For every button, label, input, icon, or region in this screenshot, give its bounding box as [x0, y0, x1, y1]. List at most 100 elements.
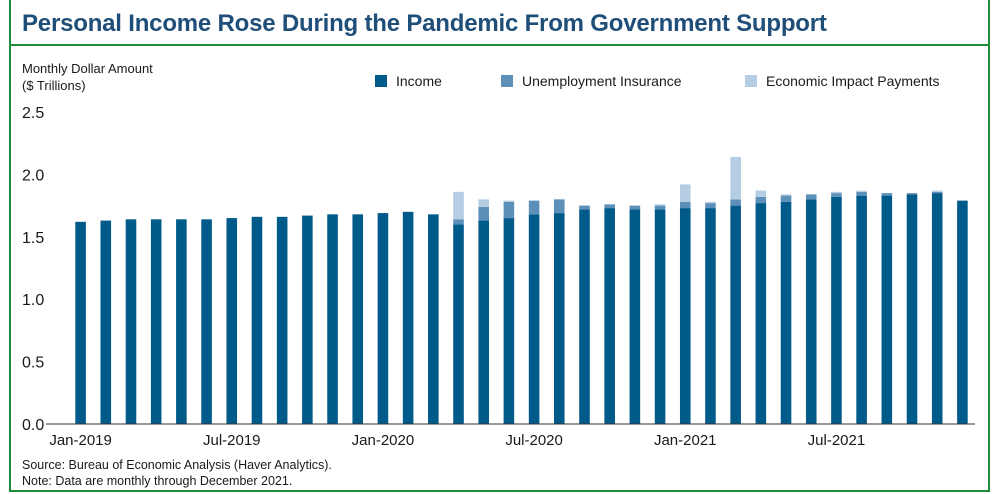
bar-income-2020-04 — [453, 224, 464, 424]
x-tick-label: Jan-2020 — [352, 432, 415, 449]
y-tick-label: 0.5 — [22, 355, 44, 372]
bar-income-2021-12 — [957, 200, 968, 424]
x-axis-ticks: Jan-2019 Jul-2019 Jan-2020 Jul-2020 Jan-2021… — [49, 432, 865, 449]
bar-income-2019-04 — [150, 219, 162, 424]
bar-income-2019-06 — [201, 219, 212, 424]
x-tick-label: Jul-2019 — [203, 432, 261, 449]
bar-eip-2021-11 — [931, 190, 943, 192]
bar-unemployment-2020-11 — [629, 205, 641, 210]
bar-unemployment-2021-03 — [730, 199, 741, 206]
bar-income-2021-03 — [730, 205, 741, 424]
legend-swatch-unemployment — [501, 75, 513, 87]
chart-frame — [9, 0, 990, 492]
y-tick-label: 2.0 — [22, 167, 44, 184]
bar-unemployment-2021-11 — [931, 191, 943, 194]
source-note: Source: Bureau of Economic Analysis (Hav… — [22, 458, 332, 472]
legend-label-income: Income — [396, 73, 442, 89]
bar-unemployment-2020-08 — [554, 199, 565, 214]
chart-title: Personal Income Rose During the Pandemic… — [22, 10, 827, 37]
x-tick-label: Jan-2021 — [654, 432, 717, 449]
bar-income-2021-02 — [705, 208, 716, 424]
x-tick-label: Jul-2020 — [505, 432, 563, 449]
y-tick-label: 1.5 — [22, 230, 44, 247]
bar-income-2020-08 — [554, 213, 565, 424]
bar-income-2019-05 — [176, 219, 187, 424]
bar-income-2019-11 — [327, 214, 338, 424]
y-axis-label-line2: ($ Trillions) — [22, 78, 86, 93]
legend-label-unemployment: Unemployment Insurance — [522, 73, 682, 89]
legend-item-unemployment: Unemployment Insurance — [501, 73, 682, 89]
bar-eip-2021-03 — [730, 156, 741, 200]
y-tick-label: 0.0 — [22, 417, 44, 434]
bar-unemployment-2021-06 — [805, 194, 817, 200]
bar-unemployment-2020-07 — [528, 200, 540, 215]
bar-unemployment-2021-10 — [906, 193, 918, 195]
bar-unemployment-2020-09 — [579, 205, 590, 210]
y-axis-label-line1: Monthly Dollar Amount — [22, 61, 153, 76]
legend-item-income: Income — [375, 73, 442, 89]
legend-item-eip: Economic Impact Payments — [745, 73, 940, 89]
bar-income-2020-11 — [629, 209, 641, 424]
bar-income-2020-03 — [428, 214, 439, 424]
bar-unemployment-2021-04 — [755, 196, 767, 204]
bar-income-2020-01 — [377, 213, 389, 424]
bar-income-2019-07 — [226, 218, 238, 424]
bar-eip-2020-12 — [654, 204, 666, 206]
bar-income-2021-01 — [679, 208, 691, 424]
bar-income-2019-01 — [75, 221, 86, 424]
bar-income-2020-05 — [478, 220, 489, 424]
bar-unemployment-2021-02 — [705, 203, 716, 209]
bar-income-2021-09 — [881, 195, 893, 424]
bar-income-2019-02 — [100, 220, 112, 424]
bar-unemployment-2021-08 — [856, 191, 867, 196]
bar-income-2019-03 — [125, 219, 137, 424]
bar-income-2021-06 — [805, 199, 817, 424]
legend-swatch-eip — [745, 75, 757, 87]
x-tick-label: Jan-2019 — [49, 432, 112, 449]
bar-unemployment-2020-05 — [478, 206, 489, 221]
bar-income-2021-11 — [931, 193, 943, 424]
bar-unemployment-2020-04 — [453, 219, 464, 225]
bar-income-2021-04 — [755, 203, 767, 424]
bar-unemployment-2021-09 — [881, 193, 893, 196]
y-tick-label: 2.5 — [22, 105, 44, 122]
bar-eip-2021-05 — [780, 194, 792, 196]
bar-eip-2021-08 — [856, 190, 867, 192]
bar-unemployment-2021-01 — [679, 201, 691, 209]
bar-eip-2020-06 — [503, 200, 515, 202]
bar-income-2020-06 — [503, 218, 515, 424]
bar-unemployment-2020-06 — [503, 201, 515, 219]
bar-income-2020-10 — [604, 208, 615, 424]
bar-income-2021-07 — [831, 196, 842, 424]
bar-income-2019-10 — [302, 215, 313, 424]
bar-income-2020-07 — [528, 214, 540, 424]
bar-eip-2021-02 — [705, 201, 716, 204]
bar-income-2020-09 — [579, 209, 590, 424]
bar-income-2021-10 — [906, 194, 918, 424]
bar-income-2020-12 — [654, 209, 666, 424]
bar-income-2020-02 — [402, 211, 414, 424]
bar-series — [75, 156, 968, 424]
title-divider — [9, 44, 990, 46]
chart-notes: Source: Bureau of Economic Analysis (Hav… — [22, 457, 332, 489]
legend-swatch-income — [375, 75, 387, 87]
legend-label-eip: Economic Impact Payments — [766, 73, 940, 89]
bar-unemployment-2021-07 — [831, 193, 842, 197]
bar-income-2021-05 — [780, 201, 792, 424]
data-note: Note: Data are monthly through December … — [22, 474, 293, 488]
y-tick-label: 1.0 — [22, 292, 44, 309]
bar-eip-2020-05 — [478, 199, 489, 207]
bar-unemployment-2020-12 — [654, 205, 666, 210]
x-tick-label: Jul-2021 — [808, 432, 866, 449]
bar-eip-2021-07 — [831, 191, 842, 194]
bar-eip-2021-04 — [755, 190, 767, 197]
bar-income-2019-08 — [251, 216, 263, 424]
bar-income-2019-09 — [276, 216, 288, 424]
y-axis-ticks: 0.0 0.5 1.0 1.5 2.0 2.5 — [22, 105, 44, 434]
y-axis-label: Monthly Dollar Amount ($ Trillions) — [22, 60, 153, 94]
bar-income-2021-08 — [856, 195, 867, 424]
bar-unemployment-2020-10 — [604, 204, 615, 209]
bar-eip-2020-04 — [453, 191, 464, 220]
bar-unemployment-2021-05 — [780, 195, 792, 202]
